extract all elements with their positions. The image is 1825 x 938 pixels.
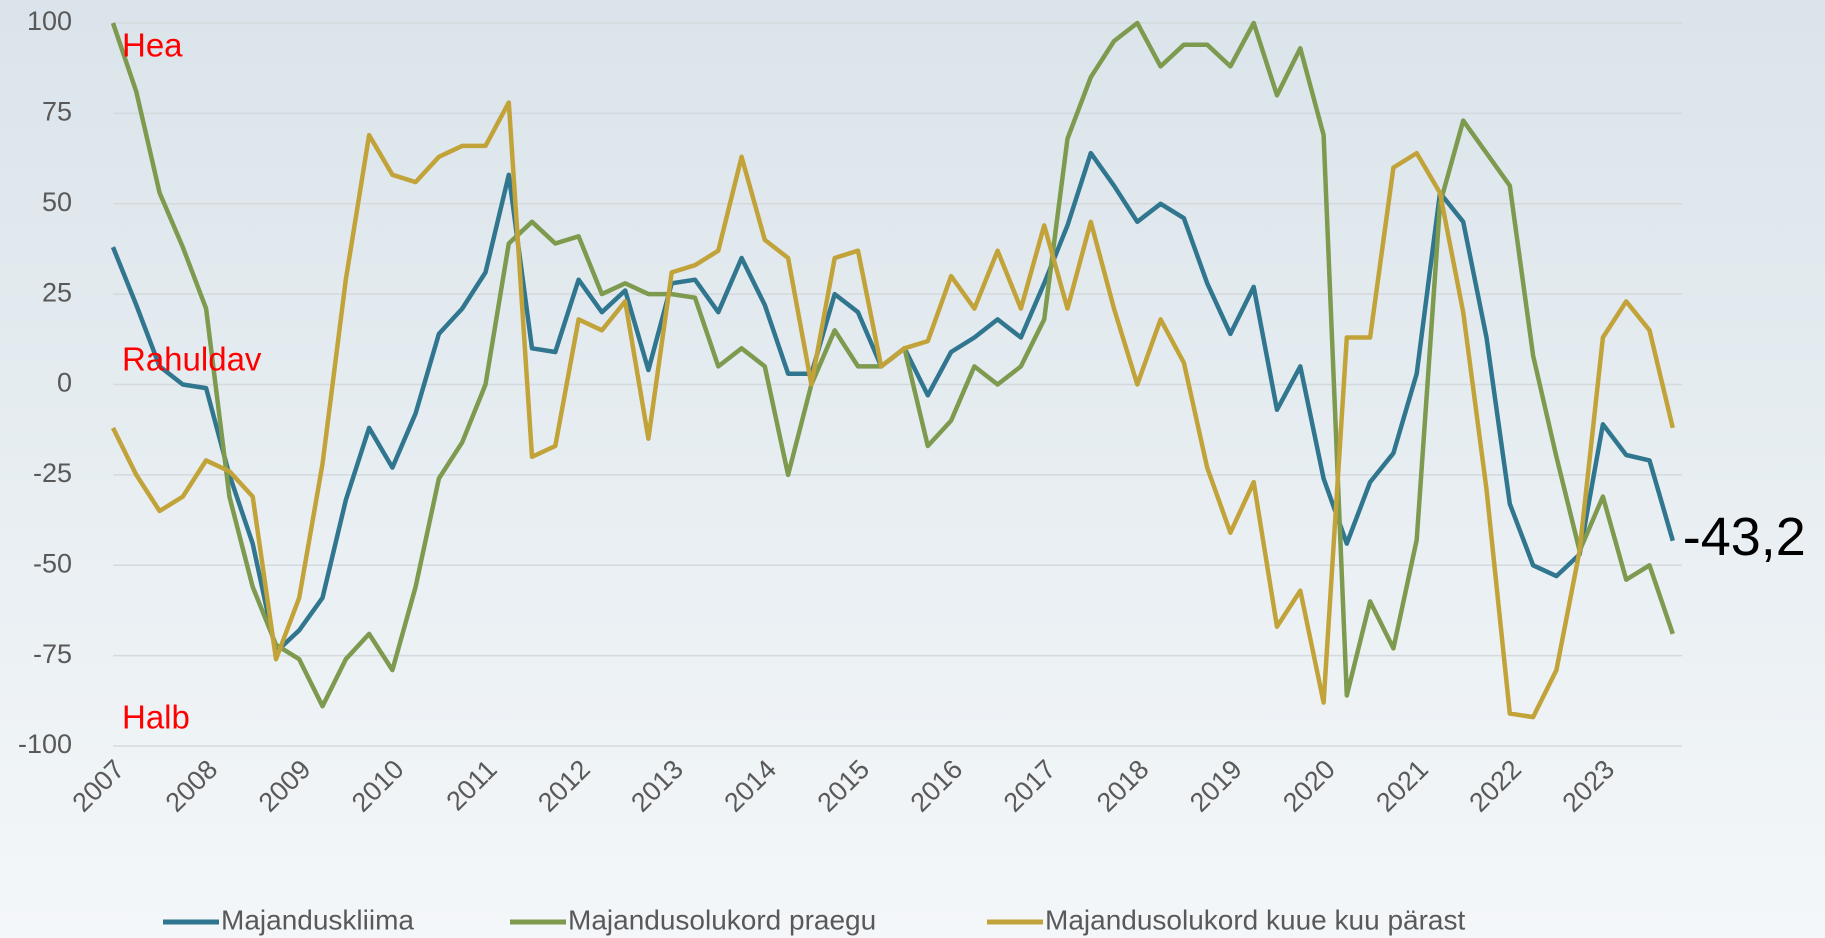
legend-label: Majandusolukord kuue kuu pärast	[1045, 904, 1465, 935]
series-line	[110, 100, 1675, 720]
annotation: Halb	[122, 699, 190, 736]
y-tick-label: 25	[42, 277, 72, 307]
y-tick-label: -25	[33, 458, 72, 488]
y-tick-label: 75	[42, 97, 72, 127]
y-tick-label: -50	[33, 548, 72, 578]
y-tick-label: 50	[42, 187, 72, 217]
y-tick-label: 100	[27, 6, 72, 36]
annotation: Hea	[122, 27, 183, 64]
y-tick-label: -100	[18, 729, 72, 759]
legend-label: Majandusolukord praegu	[568, 904, 876, 935]
lines	[110, 20, 1675, 720]
grid	[113, 22, 1682, 747]
y-tick-label: 0	[57, 368, 72, 398]
y-tick-label: -75	[33, 639, 72, 669]
annotation: Rahuldav	[122, 341, 262, 378]
legend-label: Majanduskliima	[221, 904, 414, 935]
data-label: -43,2	[1683, 507, 1806, 567]
